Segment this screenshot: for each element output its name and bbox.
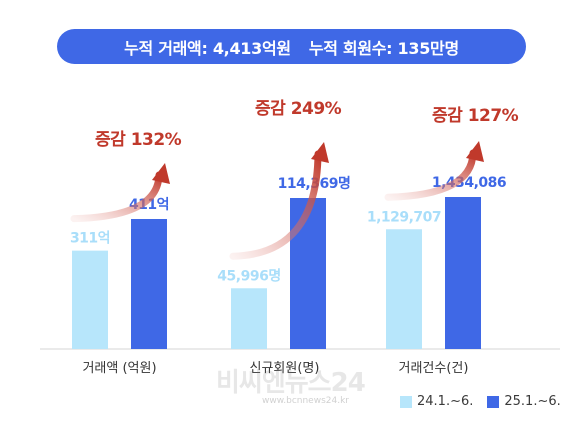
data-label-2024-0: 311억	[70, 231, 110, 247]
data-label-2024-2: 1,129,707	[367, 209, 441, 225]
increase-arrow-2	[384, 149, 477, 201]
legend: 24.1.~6. 25.1.~6.	[400, 394, 575, 409]
data-label-2024-1: 45,996명	[217, 267, 280, 284]
legend-item-2025: 25.1.~6.	[487, 394, 561, 409]
increase-label-2: 증감 127%	[432, 106, 519, 126]
bar-2025-2	[445, 197, 481, 349]
increase-arrowhead-2	[466, 141, 484, 162]
watermark: 비씨엔뉴스24	[216, 368, 366, 398]
bar-2024-0	[72, 250, 108, 349]
increase-arrowhead-0	[152, 163, 170, 184]
x-tick-label-1: 신규회원(명)	[250, 361, 320, 376]
legend-item-2024: 24.1.~6.	[400, 394, 473, 409]
increase-arrow-1	[229, 150, 322, 260]
bar-2025-0	[131, 219, 167, 349]
watermark-url: www.bcnnews24.kr	[262, 396, 349, 406]
increase-arrowhead-1	[311, 142, 329, 163]
x-tick-label-2: 거래건수(건)	[399, 361, 469, 376]
banner-total-transactions: 누적 거래액: 4,413억원	[124, 38, 291, 58]
bar-2024-1	[231, 288, 267, 349]
bar-2024-2	[386, 229, 422, 349]
summary-banner: 누적 거래액: 4,413억원 누적 회원수: 135만명	[57, 29, 526, 64]
legend-swatch-2025	[487, 395, 500, 408]
x-tick-label-0: 거래액 (억원)	[82, 361, 156, 376]
banner-total-members: 누적 회원수: 135만명	[308, 38, 459, 58]
increase-label-1: 증감 249%	[255, 99, 342, 119]
increase-arrow-0	[70, 171, 163, 223]
increase-label-0: 증감 132%	[95, 130, 182, 150]
legend-label-2024: 24.1.~6.	[417, 394, 474, 409]
legend-swatch-2024	[400, 395, 412, 408]
legend-label-2025: 25.1.~6.	[504, 394, 561, 409]
bar-2025-1	[290, 198, 326, 349]
